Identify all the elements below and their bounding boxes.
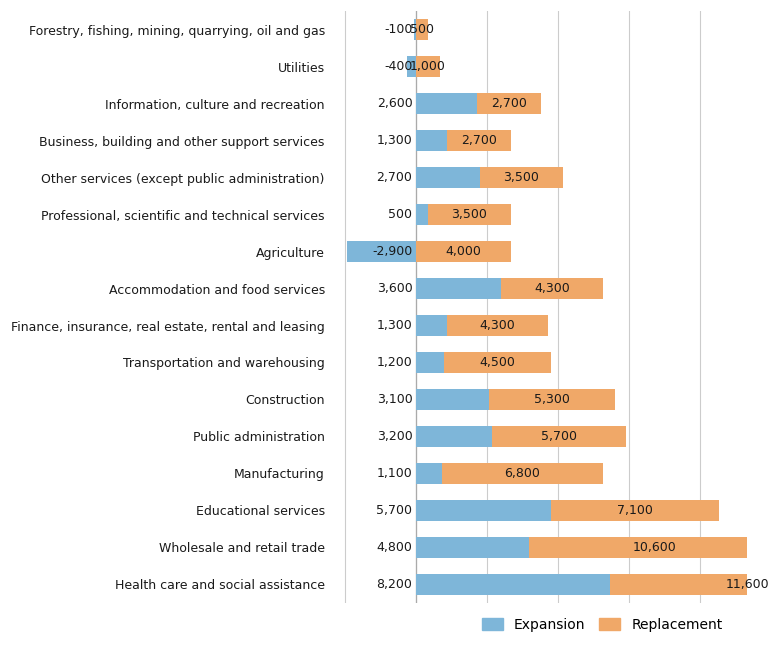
Legend: Expansion, Replacement: Expansion, Replacement [477, 612, 728, 637]
Text: 8,200: 8,200 [377, 578, 413, 591]
Bar [427, 204, 511, 224]
Bar [416, 574, 610, 594]
Text: 4,500: 4,500 [480, 356, 516, 369]
Text: 3,500: 3,500 [503, 171, 539, 184]
Text: -100: -100 [384, 23, 413, 36]
Bar [416, 537, 530, 557]
Text: 4,000: 4,000 [445, 245, 481, 258]
Bar [416, 19, 427, 40]
Text: 5,700: 5,700 [377, 504, 413, 517]
Bar [445, 352, 551, 373]
Text: 500: 500 [388, 208, 413, 221]
Text: 2,700: 2,700 [491, 97, 527, 110]
Text: 5,300: 5,300 [534, 393, 570, 406]
Bar [447, 316, 548, 336]
Bar [347, 241, 416, 262]
Bar [416, 241, 511, 262]
Text: 1,000: 1,000 [410, 60, 445, 73]
Text: 3,500: 3,500 [452, 208, 488, 221]
Bar [416, 316, 447, 336]
Bar [491, 426, 626, 447]
Text: -2,900: -2,900 [372, 245, 413, 258]
Text: 3,200: 3,200 [377, 430, 413, 443]
Bar [416, 278, 501, 299]
Bar [416, 131, 447, 151]
Text: 4,300: 4,300 [534, 282, 570, 295]
Text: 4,800: 4,800 [377, 541, 413, 554]
Text: 1,100: 1,100 [377, 467, 413, 480]
Bar [442, 463, 603, 484]
Bar [480, 168, 562, 188]
Text: 500: 500 [410, 23, 434, 36]
Text: 2,600: 2,600 [377, 97, 413, 110]
Text: 11,600: 11,600 [725, 578, 769, 591]
Text: 7,100: 7,100 [617, 504, 653, 517]
Bar [416, 56, 440, 77]
Bar [610, 574, 780, 594]
Text: 10,600: 10,600 [633, 541, 677, 554]
Bar [416, 204, 427, 224]
Bar [416, 463, 442, 484]
Text: 5,700: 5,700 [541, 430, 577, 443]
Bar [530, 537, 780, 557]
Text: 1,300: 1,300 [377, 134, 413, 147]
Text: 2,700: 2,700 [377, 171, 413, 184]
Text: 1,300: 1,300 [377, 319, 413, 332]
Text: 3,100: 3,100 [377, 393, 413, 406]
Text: 3,600: 3,600 [377, 282, 413, 295]
Bar [416, 352, 445, 373]
Bar [477, 93, 541, 114]
Text: 4,300: 4,300 [480, 319, 516, 332]
Text: 2,700: 2,700 [461, 134, 497, 147]
Bar [489, 389, 615, 409]
Text: 1,200: 1,200 [377, 356, 413, 369]
Bar [416, 389, 489, 409]
Bar [551, 500, 718, 521]
Bar [413, 19, 416, 40]
Text: -400: -400 [384, 60, 413, 73]
Bar [416, 500, 551, 521]
Bar [406, 56, 416, 77]
Bar [416, 168, 480, 188]
Text: 6,800: 6,800 [505, 467, 541, 480]
Bar [501, 278, 603, 299]
Bar [416, 426, 491, 447]
Bar [447, 131, 511, 151]
Bar [416, 93, 477, 114]
